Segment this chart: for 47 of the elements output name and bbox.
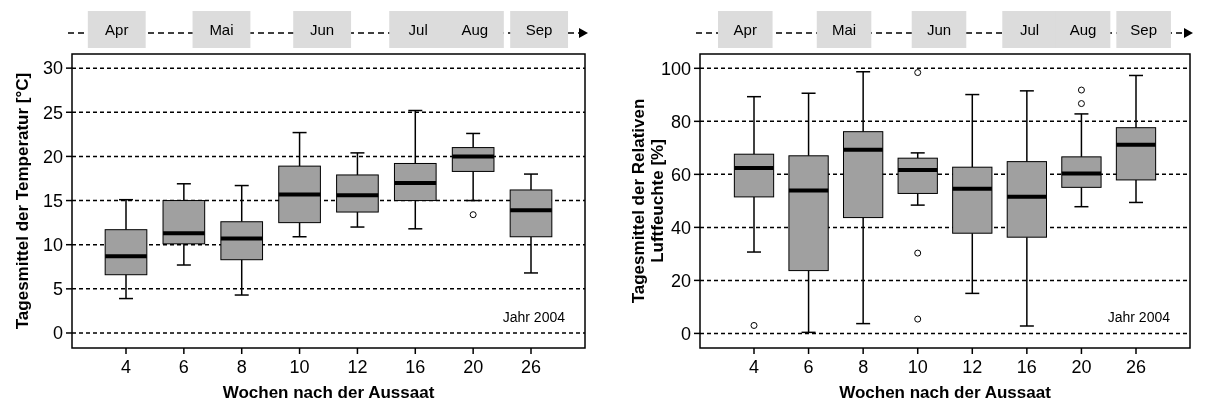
text: Aug [461, 21, 489, 38]
y-tick-label: 60 [670, 164, 691, 185]
x-tick-label: 4 [748, 357, 760, 377]
x-tick-label: 16 [405, 357, 426, 377]
text: Sep [1130, 21, 1157, 38]
text: Jun [926, 21, 952, 38]
y-tick-label: 10 [42, 235, 63, 255]
y-tick-label: 40 [670, 217, 691, 238]
text: Apr [733, 21, 757, 38]
x-tick-label: 6 [178, 357, 189, 377]
x-tick-label: 10 [289, 357, 310, 377]
y-axis-title: Tagesmittel der Relativen Luftfeuchte [%] [629, 98, 667, 304]
y-tick-label: 100 [660, 58, 691, 79]
y-tick-label: 30 [42, 58, 63, 79]
text: Sep [525, 21, 553, 38]
text: Mai [831, 21, 857, 38]
y-tick-label: 25 [42, 102, 63, 123]
x-tick-label: 20 [1071, 357, 1092, 377]
y-tick-label: 0 [680, 323, 691, 344]
x-tick-label: 4 [120, 357, 132, 377]
y-tick-label: 20 [670, 270, 691, 291]
y-tick-label: 20 [42, 146, 63, 167]
text: Jul [1019, 21, 1040, 38]
x-tick-label: 16 [1016, 357, 1037, 377]
x-tick-label: 12 [962, 357, 983, 377]
y-tick-label: 5 [52, 279, 63, 300]
x-tick-label: 12 [347, 357, 368, 377]
y-tick-label: 0 [52, 323, 63, 344]
x-tick-label: 20 [463, 357, 484, 377]
text: Jul [408, 21, 428, 38]
x-tick-label: 8 [858, 357, 869, 377]
y-tick-label: 80 [670, 111, 691, 132]
x-axis-title: Wochen nach der Aussaat [839, 383, 1052, 402]
annotation: Jahr 2004 [1107, 309, 1171, 325]
x-tick-label: 8 [236, 357, 247, 377]
text: Aug [1069, 21, 1097, 38]
x-tick-label: 6 [803, 357, 814, 377]
x-tick-label: 10 [907, 357, 928, 377]
annotation: Jahr 2004 [502, 309, 566, 325]
x-tick-label: 26 [520, 357, 542, 377]
text: Jun [310, 21, 335, 38]
text: Mai [209, 21, 234, 38]
x-tick-label: 26 [1125, 357, 1147, 377]
text: Apr [105, 21, 129, 38]
x-axis-title: Wochen nach der Aussaat [222, 383, 435, 402]
y-tick-label: 15 [42, 190, 63, 211]
y-axis-title: Tagesmittel der Temperatur [°C] [13, 72, 32, 330]
